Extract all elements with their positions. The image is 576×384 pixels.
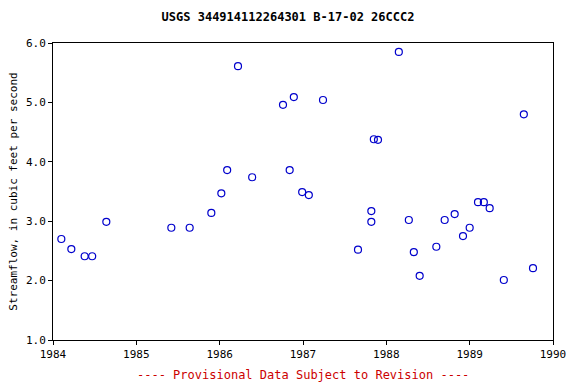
- svg-text:6.0: 6.0: [26, 37, 46, 50]
- svg-text:2.0: 2.0: [26, 274, 46, 287]
- svg-text:4.0: 4.0: [26, 156, 46, 169]
- svg-text:1984: 1984: [40, 348, 67, 361]
- svg-text:3.0: 3.0: [26, 215, 46, 228]
- svg-text:---- Provisional Data Subject: ---- Provisional Data Subject to Revisio…: [137, 368, 469, 382]
- svg-text:1985: 1985: [123, 348, 150, 361]
- svg-text:Streamflow, in cubic feet per: Streamflow, in cubic feet per second: [7, 72, 20, 310]
- svg-text:1990: 1990: [540, 348, 567, 361]
- svg-text:5.0: 5.0: [26, 96, 46, 109]
- svg-text:1987: 1987: [290, 348, 317, 361]
- svg-text:1988: 1988: [373, 348, 400, 361]
- svg-text:1986: 1986: [206, 348, 233, 361]
- svg-text:USGS 344914112264301 B-17-02 2: USGS 344914112264301 B-17-02 26CCC2: [162, 10, 415, 24]
- svg-text:1.0: 1.0: [26, 334, 46, 347]
- svg-text:1989: 1989: [456, 348, 483, 361]
